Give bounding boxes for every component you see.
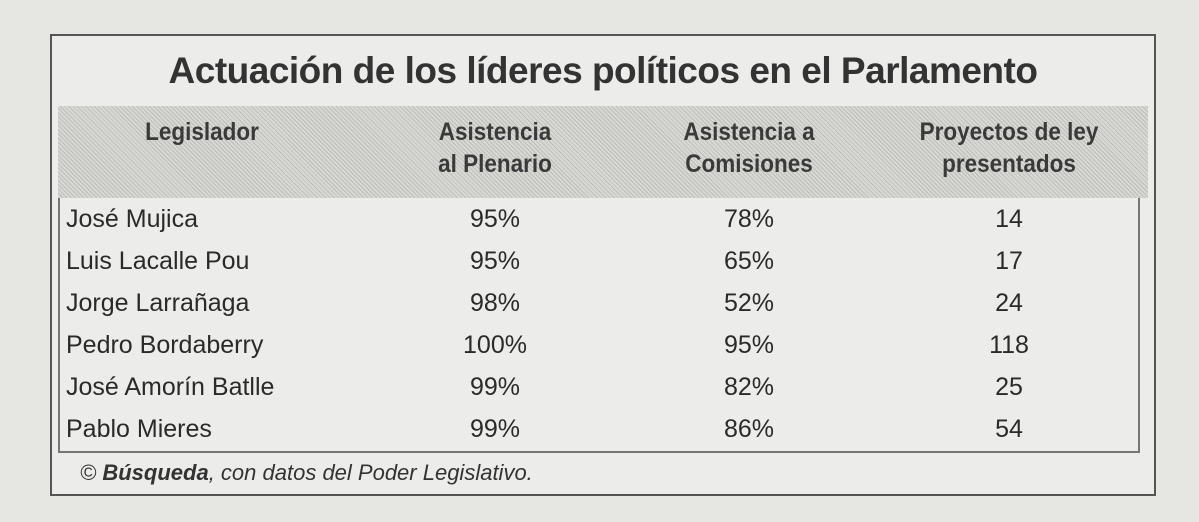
header-cell: Legislador bbox=[85, 116, 319, 148]
header-band: Legislador Asistencia al Plenario Asistenci… bbox=[58, 106, 1148, 198]
table-cell: 95% bbox=[469, 247, 521, 275]
header-cell: Asistencia a Comisiones bbox=[632, 116, 866, 180]
source-text: , con datos del Poder Legislativo. bbox=[208, 460, 533, 485]
table-cell: 54 bbox=[995, 415, 1023, 443]
table-cell: 82% bbox=[723, 373, 775, 401]
table-cell: 52% bbox=[723, 289, 775, 317]
table-cell: 118 bbox=[989, 331, 1029, 359]
table-row: Luis Lacalle Pou 95% 65% 17 bbox=[60, 240, 1138, 282]
table-cell: 25 bbox=[995, 373, 1023, 401]
header-line: Asistencia bbox=[438, 118, 552, 146]
table-row: José Amorín Batlle 99% 82% 25 bbox=[60, 366, 1138, 408]
table-cell: 100% bbox=[463, 331, 527, 359]
source: © Búsqueda, con datos del Poder Legislat… bbox=[80, 460, 533, 486]
table-cell: 95% bbox=[469, 205, 521, 233]
table-body: José Mujica 95% 78% 14 Luis Lacalle Pou 95% 65… bbox=[58, 198, 1140, 453]
table-cell: 95% bbox=[723, 331, 775, 359]
table-cell: 17 bbox=[995, 247, 1023, 275]
table-cell: 99% bbox=[469, 415, 521, 443]
header-line: Proyectos de ley bbox=[919, 118, 1099, 146]
header-line: presentados bbox=[942, 150, 1076, 178]
table-row: José Mujica 95% 78% 14 bbox=[60, 198, 1138, 240]
header-line: Legislador bbox=[145, 118, 259, 146]
table-cell: 99% bbox=[469, 373, 521, 401]
header-line: Asistencia a bbox=[683, 118, 815, 146]
header-line: Comisiones bbox=[685, 150, 813, 178]
table-cell: 24 bbox=[995, 289, 1023, 317]
source-prefix: © bbox=[80, 460, 97, 485]
table-row: Pablo Mieres 99% 86% 54 bbox=[60, 408, 1138, 450]
table-cell: 98% bbox=[469, 289, 521, 317]
table-cell: Pablo Mieres bbox=[66, 415, 212, 443]
header-line: al Plenario bbox=[438, 150, 552, 178]
table-cell: Luis Lacalle Pou bbox=[66, 247, 250, 275]
table-row: Jorge Larrañaga 98% 52% 24 bbox=[60, 282, 1138, 324]
table-cell: 65% bbox=[723, 247, 775, 275]
table-cell: 78% bbox=[723, 205, 775, 233]
source-emphasis: Búsqueda bbox=[102, 460, 209, 485]
table-cell: 86% bbox=[723, 415, 775, 443]
table-row: Pedro Bordaberry 100% 95% 118 bbox=[60, 324, 1138, 366]
table-cell: Pedro Bordaberry bbox=[66, 331, 264, 359]
header-cell: Asistencia al Plenario bbox=[378, 116, 612, 180]
table-cell: José Amorín Batlle bbox=[66, 373, 275, 401]
table-cell: 14 bbox=[995, 205, 1023, 233]
title: Actuación de los líderes políticos en el… bbox=[168, 50, 1038, 91]
header-cell: Proyectos de ley presentados bbox=[892, 116, 1126, 180]
table-cell: José Mujica bbox=[66, 205, 198, 233]
table-frame: Actuación de los líderes políticos en el… bbox=[50, 34, 1156, 496]
table-cell: Jorge Larrañaga bbox=[66, 289, 250, 317]
